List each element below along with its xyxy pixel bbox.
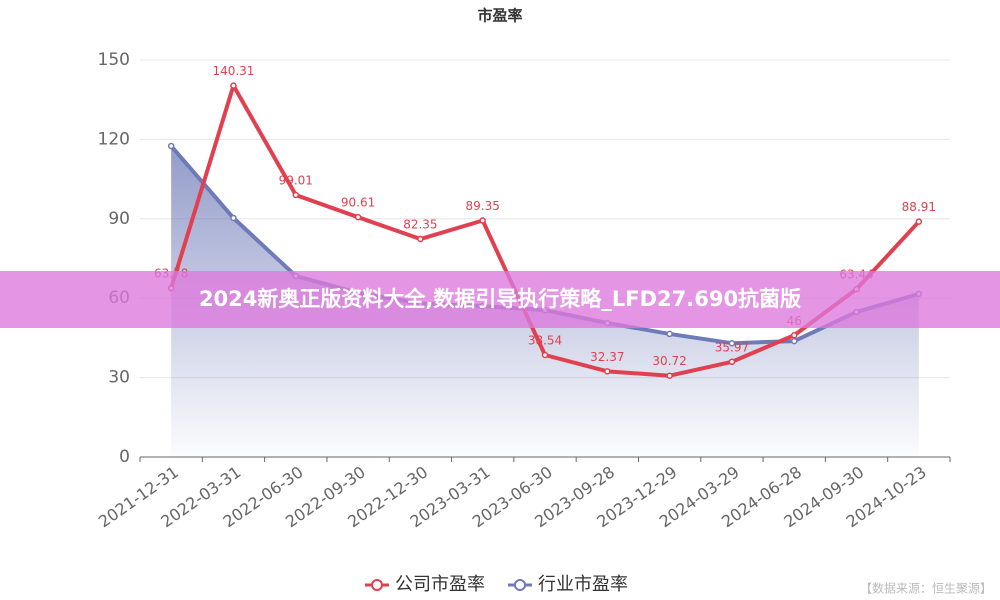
legend-label: 公司市盈率	[395, 574, 485, 595]
data-label: 90.61	[341, 196, 375, 210]
point	[790, 337, 798, 345]
chart-title: 市盈率	[477, 7, 522, 25]
point	[666, 330, 673, 338]
data-label: 140.31	[212, 64, 254, 78]
data-label: 82.35	[403, 218, 437, 232]
point	[354, 213, 362, 221]
point	[666, 372, 673, 379]
point	[604, 368, 611, 375]
point	[230, 82, 237, 89]
data-label: 38.54	[528, 333, 562, 347]
y-tick-label: 120	[98, 129, 130, 149]
data-label: 32.37	[590, 350, 624, 364]
point	[915, 218, 923, 225]
legend-marker	[514, 579, 526, 591]
y-tick-label: 150	[98, 50, 130, 70]
y-tick-label: 30	[108, 368, 130, 388]
y-tick-label: 90	[108, 209, 130, 229]
data-label: 99.01	[279, 173, 313, 187]
data-label: 30.72	[652, 354, 686, 368]
legend-marker	[371, 579, 383, 591]
legend-label: 行业市盈率	[538, 574, 628, 595]
data-label: 88.91	[902, 200, 936, 214]
point	[479, 217, 486, 224]
data-label: 35.97	[715, 340, 749, 354]
point	[728, 339, 736, 347]
y-tick-label: 0	[119, 447, 130, 467]
source: 【数据来源：恒生聚源】	[860, 581, 992, 596]
point	[790, 332, 798, 339]
point	[728, 358, 736, 366]
point	[541, 351, 549, 359]
point	[292, 191, 300, 199]
point	[230, 214, 237, 222]
point	[167, 142, 175, 150]
point	[417, 235, 424, 243]
data-label: 89.35	[466, 199, 500, 213]
area	[171, 146, 919, 457]
overlay-banner: 2024新奥正版资料大全,数据引导执行策略_LFD27.690抗菌版	[0, 271, 1000, 328]
